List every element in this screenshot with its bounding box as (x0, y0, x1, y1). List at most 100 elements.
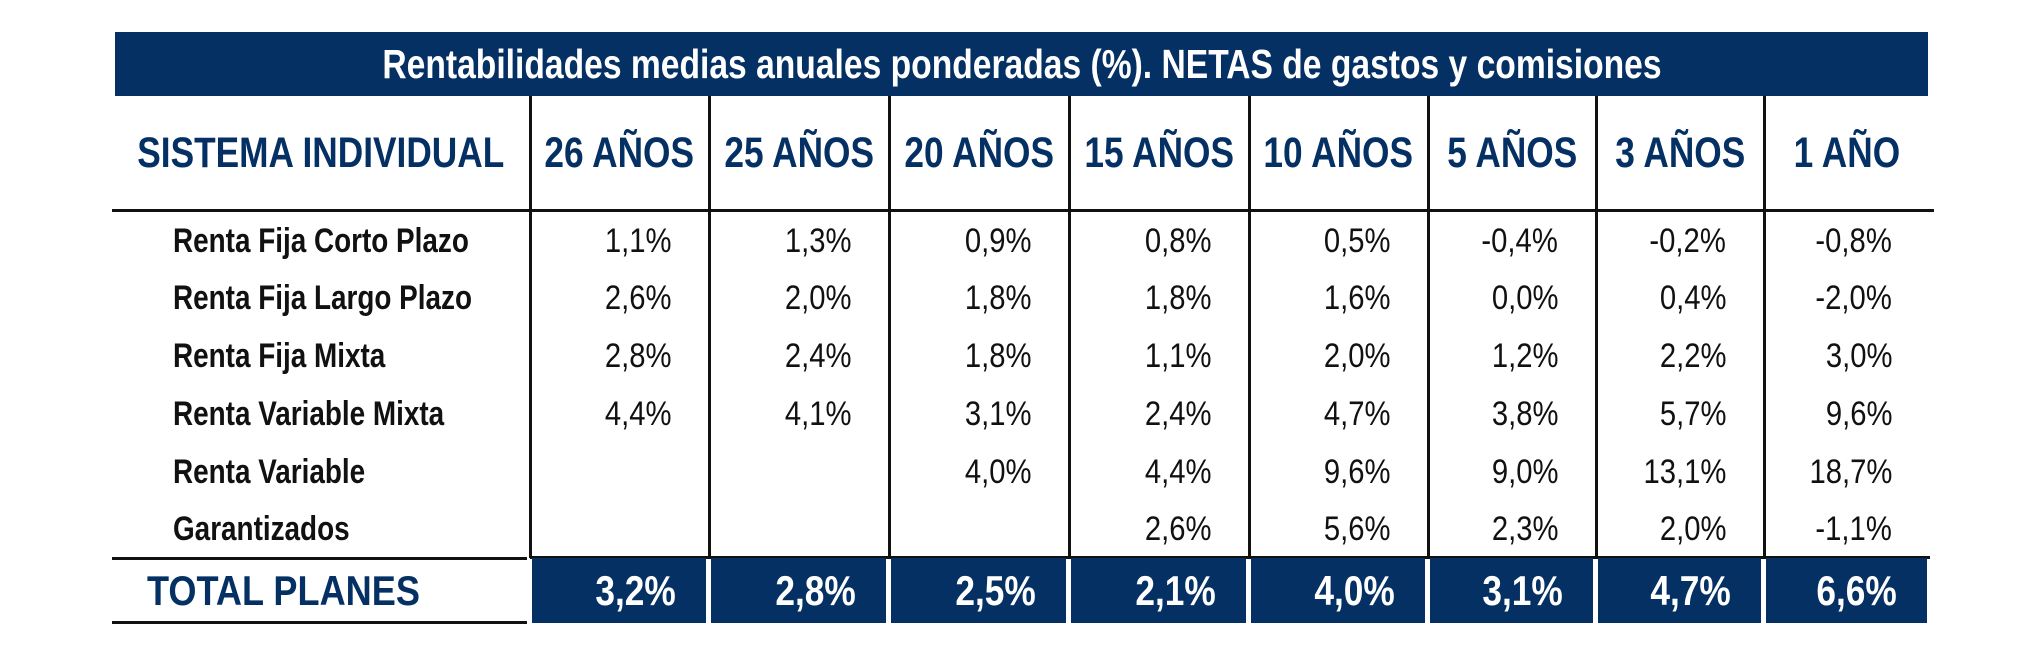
cell-value: 4,4% (604, 395, 671, 433)
total-cell: 4,0% (1251, 558, 1425, 623)
table-cell: 0,9% (889, 213, 1031, 270)
table-cell: 4,7% (1249, 386, 1390, 443)
table-cell: 1,1% (1069, 328, 1211, 385)
table-cell: 0,0% (1428, 270, 1558, 327)
row-label-text: Renta Variable (173, 453, 366, 491)
total-cell: 4,7% (1598, 558, 1761, 623)
cell-value: 0,8% (1144, 222, 1211, 260)
table-cell: 0,4% (1596, 270, 1726, 327)
column-divider (888, 96, 891, 558)
cell-value: 1,8% (964, 279, 1031, 317)
cell-value: 0,4% (1659, 279, 1726, 317)
column-divider (1595, 96, 1598, 558)
total-value: 4,7% (1650, 566, 1731, 614)
cell-value: 2,6% (1144, 510, 1211, 548)
header-row-label: SISTEMA INDIVIDUAL (112, 96, 530, 210)
header-divider (112, 209, 1934, 212)
column-header-label: 25 AÑOS (724, 128, 874, 177)
cell-value: 5,7% (1659, 395, 1726, 433)
cell-value: 1,8% (964, 337, 1031, 375)
cell-value: 2,2% (1659, 337, 1726, 375)
cell-value: 2,0% (1323, 337, 1390, 375)
table-cell: 9,6% (1764, 386, 1892, 443)
table-cell: 1,2% (1428, 328, 1558, 385)
table-cell: 4,0% (889, 444, 1031, 501)
table-cell: 5,7% (1596, 386, 1726, 443)
cell-value: 1,8% (1144, 279, 1211, 317)
table-cell: 3,1% (889, 386, 1031, 443)
column-header-label: 15 AÑOS (1084, 128, 1234, 177)
cell-value: 0,9% (964, 222, 1031, 260)
column-header-label: 20 AÑOS (904, 128, 1054, 177)
cell-value: 18,7% (1809, 453, 1892, 491)
table-cell: 9,6% (1249, 444, 1390, 501)
table-title-bar: Rentabilidades medias anuales ponderadas… (115, 32, 1928, 96)
column-divider (529, 96, 532, 558)
cell-value: -0,8% (1815, 222, 1892, 260)
cell-value: -1,1% (1815, 510, 1892, 548)
cell-value: -0,4% (1481, 222, 1558, 260)
row-label: Renta Fija Mixta (173, 328, 432, 385)
total-cell: 3,1% (1430, 558, 1593, 623)
column-header: 5 AÑOS (1428, 96, 1596, 210)
table-cell: 2,6% (530, 270, 671, 327)
column-header: 26 AÑOS (530, 96, 709, 210)
cell-value: 2,8% (604, 337, 671, 375)
table-cell: 2,6% (1069, 501, 1211, 558)
table-cell: 2,4% (1069, 386, 1211, 443)
table-cell: 13,1% (1596, 444, 1726, 501)
row-label: Renta Fija Largo Plazo (173, 270, 538, 327)
cell-value: -0,2% (1649, 222, 1726, 260)
table-cell (709, 501, 851, 558)
column-header: 25 AÑOS (709, 96, 889, 210)
column-header: 15 AÑOS (1069, 96, 1249, 210)
cell-value: 3,8% (1491, 395, 1558, 433)
cell-value: 1,1% (1144, 337, 1211, 375)
total-cell: 2,8% (711, 558, 886, 623)
cell-value: 2,0% (784, 279, 851, 317)
table-cell (530, 444, 671, 501)
cell-value: 0,5% (1323, 222, 1390, 260)
cell-value: 2,0% (1659, 510, 1726, 548)
table-cell: 2,0% (1249, 328, 1390, 385)
total-value: 2,1% (1135, 566, 1216, 614)
cell-value: 2,6% (604, 279, 671, 317)
table-cell: 0,8% (1069, 213, 1211, 270)
total-value: 2,5% (955, 566, 1036, 614)
cell-value: 9,6% (1323, 453, 1390, 491)
total-bottom-rule (112, 621, 527, 624)
column-header-label: 5 AÑOS (1447, 128, 1577, 177)
total-cell: 2,1% (1071, 558, 1246, 623)
cell-value: 3,0% (1825, 337, 1892, 375)
cell-value: 4,4% (1144, 453, 1211, 491)
table-cell: 2,0% (1596, 501, 1726, 558)
table-cell: 1,8% (1069, 270, 1211, 327)
column-header-label: 1 AÑO (1793, 128, 1901, 177)
table-cell: 5,6% (1249, 501, 1390, 558)
cell-value: 13,1% (1643, 453, 1726, 491)
table-cell: -0,4% (1428, 213, 1558, 270)
header-sistema-individual: SISTEMA INDIVIDUAL (137, 128, 505, 177)
table-cell: 2,4% (709, 328, 851, 385)
table-cell: 4,4% (530, 386, 671, 443)
column-header-label: 26 AÑOS (544, 128, 695, 177)
total-cell: 6,6% (1766, 558, 1927, 623)
table-cell: 1,8% (889, 270, 1031, 327)
table-cell: 2,3% (1428, 501, 1558, 558)
total-cell: 3,2% (532, 558, 706, 623)
cell-value: 1,1% (604, 222, 671, 260)
column-header: 1 AÑO (1764, 96, 1930, 210)
table-cell: 1,8% (889, 328, 1031, 385)
row-label-text: Renta Fija Corto Plazo (173, 222, 469, 260)
table-cell: -0,8% (1764, 213, 1892, 270)
table-cell: 4,4% (1069, 444, 1211, 501)
table-cell: 9,0% (1428, 444, 1558, 501)
cell-value: -2,0% (1815, 279, 1892, 317)
column-divider (1763, 96, 1766, 558)
table-cell: 2,0% (709, 270, 851, 327)
cell-value: 4,7% (1323, 395, 1390, 433)
table-cell: 1,6% (1249, 270, 1390, 327)
total-value: 6,6% (1816, 566, 1897, 614)
row-label-text: Garantizados (173, 510, 350, 548)
table-cell: 1,1% (530, 213, 671, 270)
